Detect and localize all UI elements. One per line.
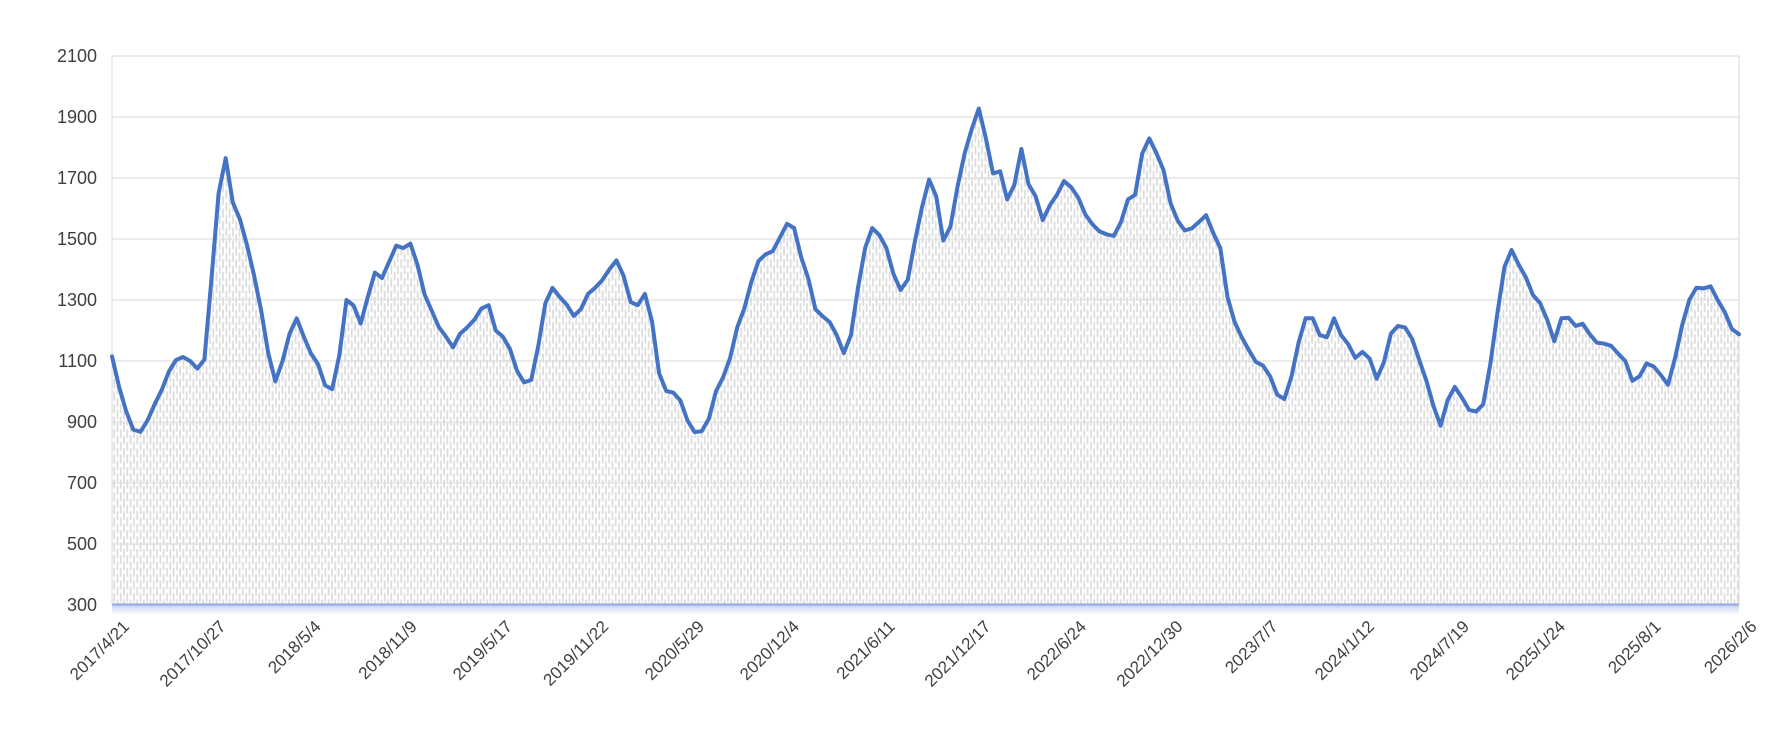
y-tick-label: 700	[66, 473, 97, 493]
y-tick-label: 1900	[56, 107, 97, 127]
y-tick-label: 900	[66, 412, 97, 432]
y-tick-label: 500	[66, 534, 97, 554]
y-tick-label: 1500	[56, 229, 97, 249]
y-tick-label: 300	[66, 595, 97, 615]
baseline-glow	[112, 605, 1739, 615]
plot-area[interactable]	[110, 106, 1741, 615]
y-tick-label: 1100	[58, 351, 97, 371]
area-series-fill	[112, 108, 1739, 605]
y-tick-label: 1300	[56, 290, 97, 310]
y-tick-label: 2100	[56, 46, 97, 66]
line-series	[110, 106, 1741, 435]
y-tick-label: 1700	[56, 168, 97, 188]
